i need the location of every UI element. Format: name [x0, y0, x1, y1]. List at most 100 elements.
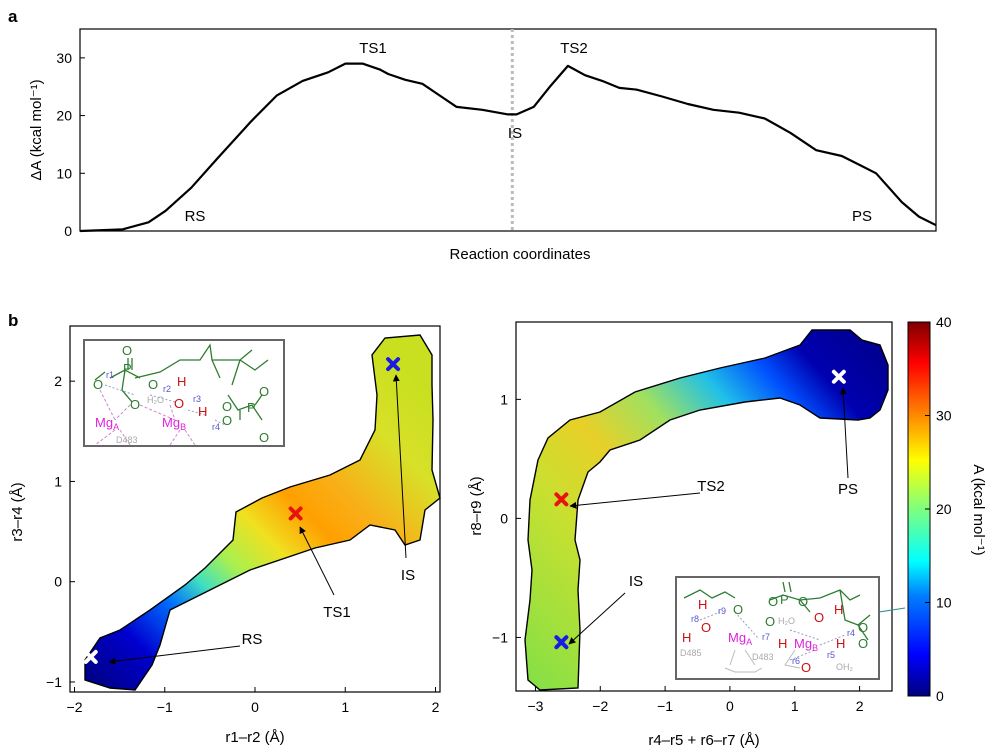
xtick-label: −2 — [67, 699, 83, 715]
panel-a-ytick-label: 20 — [56, 108, 72, 124]
ytick-label: 1 — [54, 473, 62, 489]
left-inset-mga: MgA — [95, 415, 119, 432]
xtick-label: 2 — [432, 699, 440, 715]
left-inset-r2: r2 — [163, 384, 171, 394]
right-inset-box — [675, 576, 880, 680]
right-energy-surface — [524, 329, 889, 691]
left-inset-r4: r4 — [212, 422, 220, 432]
colorbar-tick-label: 0 — [936, 688, 944, 704]
right-inset-o2: O — [733, 602, 743, 617]
ytick-label: 0 — [54, 574, 62, 590]
xtick-label: −2 — [592, 698, 608, 714]
label-ts1: TS1 — [359, 40, 387, 57]
map-label-ts1: TS1 — [323, 604, 351, 621]
right-inset-h2o: H₂O — [778, 616, 795, 626]
colorbar-tick-label: 30 — [936, 408, 952, 424]
right-inset-o7: O — [801, 660, 811, 675]
right-inset-r9: r9 — [718, 606, 726, 616]
panel-a-ytick-label: 10 — [56, 165, 72, 181]
marker-rs — [83, 649, 98, 664]
ytick-label: −1 — [492, 629, 508, 645]
xtick-label: 1 — [341, 699, 349, 715]
left-inset-box — [83, 339, 285, 447]
left-energy-surface — [84, 334, 441, 691]
ytick-label: −1 — [46, 674, 62, 690]
left-inset-r1: r1 — [106, 370, 114, 380]
xtick-label: 2 — [856, 698, 864, 714]
right-inset-r7: r7 — [762, 632, 770, 642]
panel-b-left-map: −2 −1 0 1 2 −1 0 1 2 RS TS1 IS O P O O O r1 — [9, 325, 441, 746]
right-inset-structure: H O H r8 r9 O O P O O H₂O O H MgA MgB H … — [675, 576, 906, 680]
colorbar-label: A (kcal mol⁻¹) — [970, 464, 987, 555]
right-inset-p: P — [780, 592, 789, 607]
panel-b-left-xlabel: r1–r2 (Å) — [225, 729, 284, 746]
left-inset-p2: P — [247, 400, 256, 415]
right-inset-r4: r4 — [847, 628, 855, 638]
left-inset-p: P — [123, 361, 132, 376]
arrow-rs — [108, 645, 241, 665]
label-is: IS — [508, 125, 522, 142]
left-inset-coordination — [94, 389, 196, 446]
marker-is — [386, 357, 401, 372]
map-label-ts2: TS2 — [697, 478, 725, 495]
right-inset-o4: O — [798, 594, 808, 609]
left-inset-o2: O — [148, 377, 158, 392]
left-inset-structure: O P O O O r1 r2 r3 r4 H O H H₂O O O P O … — [83, 339, 285, 447]
panel-a-letter: a — [8, 7, 18, 26]
left-inset-h2o: H₂O — [147, 395, 164, 405]
right-inset-h4: H — [778, 636, 787, 651]
colorbar-tick-label: 10 — [936, 595, 952, 611]
right-inset-bonds — [683, 581, 871, 641]
right-inset-h1: H — [698, 597, 707, 612]
panel-a-ytick-label: 30 — [56, 50, 72, 66]
arrow-ts1 — [299, 526, 335, 596]
panel-b-right-map: −3 −2 −1 0 1 2 −1 0 1 TS2 IS PS H O H r8 r9 O — [468, 321, 906, 749]
right-inset-h3: H — [834, 602, 843, 617]
left-inset-h2: H — [198, 404, 207, 419]
arrow-ts2 — [569, 492, 701, 509]
xtick-label: −1 — [657, 698, 673, 714]
right-inset-o8: O — [858, 620, 868, 635]
panel-b-left-ticks: −2 −1 0 1 2 −1 0 1 2 — [46, 373, 440, 715]
right-inset-r8: r8 — [691, 614, 699, 624]
panel-b-letter: b — [8, 311, 18, 330]
marker-ts1 — [288, 506, 303, 521]
arrow-is-right — [568, 592, 626, 645]
panel-a-frame — [79, 28, 937, 232]
right-inset-d483: D483 — [752, 652, 774, 662]
left-inset-o6: O — [259, 384, 269, 399]
right-inset-dashes — [699, 611, 846, 661]
energy-profile-line — [79, 62, 937, 233]
left-inset-bonds — [94, 343, 269, 421]
left-inset-o4: O — [222, 399, 232, 414]
marker-ps — [831, 369, 846, 384]
right-inset-connector — [878, 607, 906, 613]
left-inset-d483: D483 — [116, 435, 138, 445]
panel-b-right-markers — [554, 369, 846, 650]
panel-b-left-markers — [83, 357, 401, 664]
map-label-is-right: IS — [629, 573, 643, 590]
left-inset-h1: H — [177, 374, 186, 389]
right-inset-o5: O — [765, 614, 775, 629]
right-inset-h2: H — [682, 630, 691, 645]
xtick-label: −3 — [527, 698, 543, 714]
right-inset-mga: MgA — [728, 630, 752, 647]
xtick-label: 0 — [251, 699, 259, 715]
xtick-label: 0 — [726, 698, 734, 714]
right-inset-d485: D485 — [680, 648, 702, 658]
marker-ts2 — [554, 492, 569, 507]
ytick-label: 1 — [500, 391, 508, 407]
panel-a-xlabel: Reaction coordinates — [450, 246, 591, 263]
right-inset-o1: O — [701, 620, 711, 635]
panel-a-energy-profile: 0 10 20 30 RS TS1 IS TS2 PS Reaction coordi… — [28, 28, 937, 263]
arrow-ps — [839, 387, 849, 479]
left-inset-o3: O — [130, 397, 140, 412]
label-ts2: TS2 — [560, 40, 588, 57]
colorbar-ticks: 0 10 20 30 40 — [925, 314, 952, 704]
colorbar-tick-label: 40 — [936, 314, 952, 330]
right-inset-r6: r6 — [792, 656, 800, 666]
panel-a-ylabel: ΔA (kcal mol⁻¹) — [28, 79, 45, 180]
colorbar-tick-label: 20 — [936, 501, 952, 517]
panel-b-right-frame — [515, 321, 893, 692]
